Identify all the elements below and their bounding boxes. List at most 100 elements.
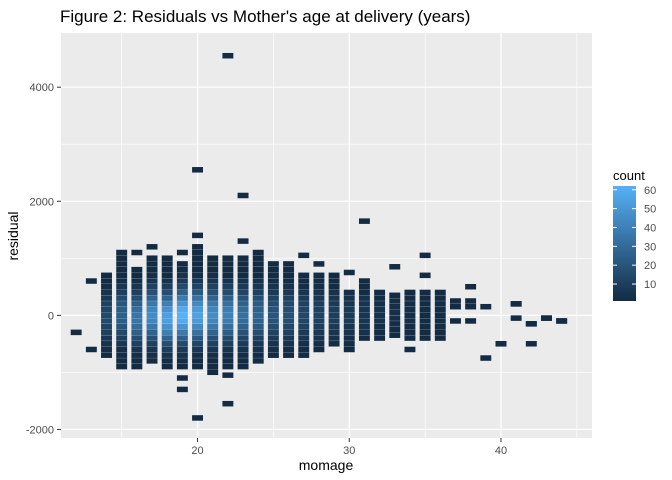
heatmap-tile: [252, 358, 264, 364]
heatmap-tile: [267, 278, 279, 284]
legend-tick-label: 20: [644, 260, 656, 272]
heatmap-tile: [313, 318, 325, 324]
heatmap-tile: [161, 358, 173, 364]
heatmap-tile: [192, 415, 204, 421]
heatmap-tile: [298, 272, 310, 279]
heatmap-tile: [207, 261, 219, 267]
heatmap-tile: [116, 352, 128, 358]
heatmap-tile: [146, 329, 158, 336]
heatmap-tile: [116, 255, 128, 261]
heatmap-tile: [176, 346, 188, 353]
heatmap-tile: [358, 295, 370, 301]
heatmap-tile: [146, 295, 158, 301]
heatmap-tile: [510, 301, 522, 307]
heatmap-tile: [449, 318, 461, 324]
heatmap-tile: [358, 318, 370, 324]
y-tick-label: 4000: [30, 82, 54, 94]
heatmap-tile: [161, 266, 173, 273]
heatmap-tile: [374, 323, 386, 330]
heatmap-tile: [480, 355, 492, 361]
heatmap-tile: [176, 363, 188, 370]
heatmap-tile: [131, 346, 143, 353]
heatmap-tile: [222, 255, 234, 261]
heatmap-tile: [207, 306, 219, 313]
heatmap-tile: [298, 252, 310, 259]
heatmap-tile: [146, 312, 158, 319]
heatmap-tile: [419, 272, 431, 279]
heatmap-tile: [358, 306, 370, 313]
heatmap-tile: [298, 306, 310, 313]
heatmap-tile: [298, 329, 310, 336]
heatmap-tile: [70, 329, 82, 336]
heatmap-tile: [389, 292, 401, 299]
heatmap-tile: [283, 261, 295, 267]
heatmap-tile: [192, 261, 204, 267]
heatmap-tile: [237, 335, 249, 341]
heatmap-tile: [131, 318, 143, 324]
heatmap-tile: [101, 272, 112, 279]
heatmap-tile: [146, 358, 158, 364]
heatmap-tile: [237, 363, 249, 370]
heatmap-tile: [116, 341, 128, 347]
heatmap-tile: [101, 318, 112, 324]
heatmap-tile: [237, 312, 249, 319]
heatmap-tile: [252, 278, 264, 284]
heatmap-tile: [298, 346, 310, 353]
heatmap-tile: [116, 346, 128, 353]
heatmap-tile: [389, 315, 401, 321]
legend-tick-label: 60: [644, 185, 656, 197]
heatmap-tile: [192, 278, 204, 284]
heatmap-tile: [192, 283, 204, 290]
heatmap-tile: [192, 352, 204, 358]
heatmap-tile: [404, 335, 416, 341]
heatmap-tile: [328, 335, 340, 341]
heatmap-tile: [267, 312, 279, 319]
heatmap-tile: [389, 264, 401, 270]
heatmap-tile: [222, 295, 234, 301]
heatmap-tile: [465, 318, 477, 324]
heatmap-tile: [252, 289, 264, 296]
heatmap-tile: [237, 352, 249, 358]
heatmap-tile: [207, 369, 219, 376]
heatmap-tile: [192, 266, 204, 273]
heatmap-tile: [419, 318, 431, 324]
heatmap-tile: [252, 255, 264, 261]
heatmap-tile: [313, 341, 325, 347]
heatmap-tile: [404, 312, 416, 319]
heatmap-tile: [207, 283, 219, 290]
heatmap-tile: [222, 283, 234, 290]
heatmap-tile: [222, 301, 234, 307]
heatmap-tile: [207, 323, 219, 330]
heatmap-tile: [434, 335, 446, 341]
heatmap-tile: [267, 306, 279, 313]
y-tick-label: 0: [48, 310, 54, 322]
heatmap-tile: [131, 249, 143, 256]
heatmap-tile: [207, 329, 219, 336]
heatmap-tile: [343, 341, 355, 347]
heatmap-tile: [510, 315, 522, 321]
heatmap-tile: [374, 329, 386, 336]
heatmap-tile: [116, 323, 128, 330]
plot-panel: [61, 33, 592, 438]
heatmap-tile: [222, 52, 234, 59]
heatmap-tile: [252, 249, 264, 256]
heatmap-tile: [313, 329, 325, 336]
heatmap-tile: [283, 306, 295, 313]
heatmap-tile: [222, 352, 234, 358]
heatmap-tile: [207, 255, 219, 261]
heatmap-tile: [328, 289, 340, 296]
heatmap-tile: [161, 352, 173, 358]
heatmap-tile: [131, 306, 143, 313]
heatmap-tile: [283, 295, 295, 301]
heatmap-tile: [495, 341, 507, 347]
heatmap-tile: [222, 289, 234, 296]
heatmap-tile: [207, 363, 219, 370]
heatmap-tile: [192, 289, 204, 296]
heatmap-tile: [404, 289, 416, 296]
heatmap-tile: [131, 301, 143, 307]
heatmap-tile: [207, 312, 219, 319]
heatmap-tile: [267, 352, 279, 358]
heatmap-tile: [283, 352, 295, 358]
heatmap-tile: [419, 289, 431, 296]
legend-tick-label: 50: [644, 204, 656, 216]
